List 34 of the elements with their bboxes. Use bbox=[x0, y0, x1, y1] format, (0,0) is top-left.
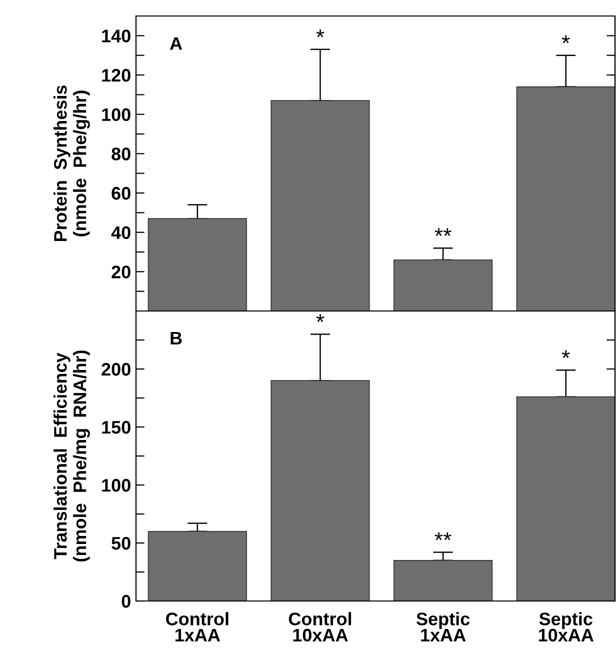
y-axis-title: Translational Efficiency (nmole Phe/mg RNA/hr) bbox=[54, 350, 90, 562]
x-tick-label: Control 10xAA bbox=[288, 612, 352, 642]
bar bbox=[394, 259, 493, 311]
bar bbox=[516, 86, 615, 311]
bar bbox=[270, 100, 370, 311]
y-tick-label: 20 bbox=[112, 266, 130, 278]
annotation: A bbox=[170, 37, 182, 50]
x-tick-label: Control 1xAA bbox=[166, 612, 228, 642]
bar bbox=[148, 218, 247, 311]
y-tick-label: 100 bbox=[102, 478, 130, 492]
y-tick-label: 40 bbox=[111, 226, 130, 240]
y-tick-label: 80 bbox=[112, 148, 130, 160]
annotation: ** bbox=[434, 532, 452, 540]
annotation: * bbox=[316, 30, 324, 38]
y-tick-label: 60 bbox=[112, 186, 130, 200]
y-tick-label: 100 bbox=[102, 108, 130, 122]
y-tick-label: 200 bbox=[102, 362, 130, 376]
annotation: ** bbox=[434, 228, 452, 236]
y-tick-label: 50 bbox=[112, 536, 130, 550]
annotation: * bbox=[562, 35, 570, 44]
annotation: B bbox=[170, 332, 182, 344]
y-tick-label: 150 bbox=[102, 420, 130, 434]
bar bbox=[148, 530, 247, 601]
bar bbox=[516, 396, 615, 601]
y-tick-label: 120 bbox=[102, 68, 130, 82]
y-tick-label: 0 bbox=[122, 594, 130, 608]
annotation: * bbox=[316, 314, 324, 322]
x-tick-label: Septic 10xAA bbox=[538, 612, 594, 642]
annotation: * bbox=[562, 350, 570, 358]
bar bbox=[270, 380, 370, 601]
y-axis-title: Protein Synthesis (nmole Phe/g/hr) bbox=[54, 85, 90, 242]
y-tick-label: 140 bbox=[102, 30, 130, 42]
x-tick-label: Septic 1xAA bbox=[416, 612, 470, 642]
bar bbox=[394, 560, 493, 601]
